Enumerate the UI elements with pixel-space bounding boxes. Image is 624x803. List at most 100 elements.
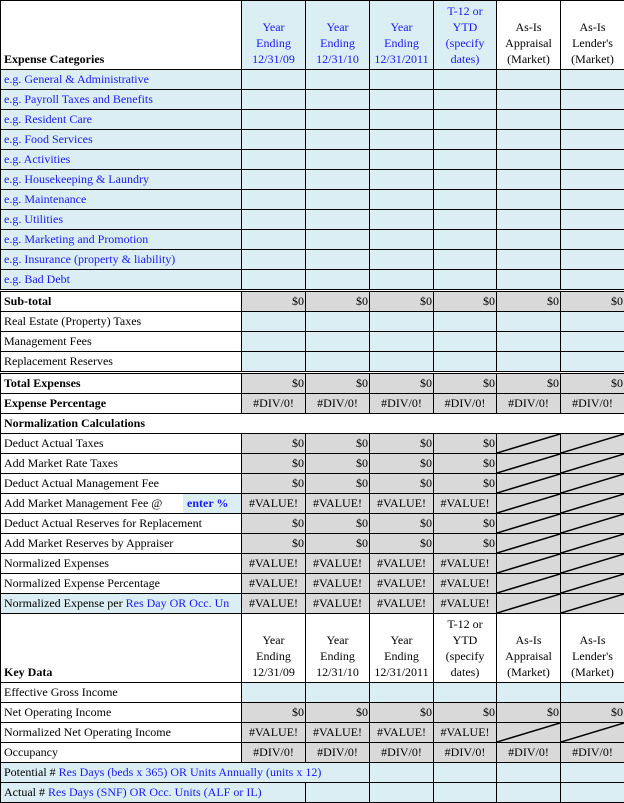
input-cell[interactable] [370, 683, 434, 703]
input-cell[interactable] [561, 763, 624, 783]
input-cell[interactable] [434, 250, 497, 270]
input-cell[interactable] [561, 110, 624, 130]
input-cell[interactable] [306, 70, 370, 90]
unit-type-text[interactable]: Res Days (beds x 365) OR Units Annually … [59, 765, 322, 779]
input-cell[interactable] [306, 683, 370, 703]
expense-label-input[interactable]: e.g. Bad Debt [1, 270, 242, 291]
input-cell[interactable] [434, 110, 497, 130]
expense-label-input[interactable]: e.g. Food Services [1, 130, 242, 150]
input-cell[interactable] [561, 150, 624, 170]
input-cell[interactable] [306, 110, 370, 130]
input-cell[interactable] [306, 90, 370, 110]
input-cell[interactable] [434, 332, 497, 352]
input-cell[interactable] [561, 170, 624, 190]
input-cell[interactable] [242, 230, 306, 250]
input-cell[interactable] [306, 783, 370, 803]
input-cell[interactable] [306, 170, 370, 190]
input-cell[interactable] [497, 70, 561, 90]
input-cell[interactable] [370, 763, 434, 783]
input-cell[interactable] [370, 90, 434, 110]
expense-label-input[interactable]: e.g. Marketing and Promotion [1, 230, 242, 250]
input-cell[interactable] [434, 683, 497, 703]
input-cell[interactable] [497, 250, 561, 270]
input-cell[interactable] [561, 190, 624, 210]
input-cell[interactable] [497, 230, 561, 250]
input-cell[interactable] [370, 130, 434, 150]
input-cell[interactable] [561, 250, 624, 270]
input-cell[interactable] [370, 250, 434, 270]
input-cell[interactable] [561, 683, 624, 703]
input-cell[interactable] [370, 70, 434, 90]
input-cell[interactable] [242, 270, 306, 291]
enter-percent-input[interactable]: enter % [183, 494, 241, 513]
input-cell[interactable] [242, 683, 306, 703]
input-cell[interactable] [497, 90, 561, 110]
input-cell[interactable] [242, 170, 306, 190]
input-cell[interactable] [242, 332, 306, 352]
input-cell[interactable] [306, 352, 370, 373]
input-cell[interactable] [497, 270, 561, 291]
input-cell[interactable] [561, 312, 624, 332]
input-cell[interactable] [497, 110, 561, 130]
input-cell[interactable] [434, 170, 497, 190]
input-cell[interactable] [242, 312, 306, 332]
input-cell[interactable] [242, 250, 306, 270]
expense-label-input[interactable]: e.g. Resident Care [1, 110, 242, 130]
input-cell[interactable] [561, 130, 624, 150]
input-cell[interactable] [434, 90, 497, 110]
input-cell[interactable] [370, 190, 434, 210]
input-cell[interactable] [561, 332, 624, 352]
input-cell[interactable] [370, 230, 434, 250]
input-cell[interactable] [497, 210, 561, 230]
input-cell[interactable] [306, 250, 370, 270]
input-cell[interactable] [242, 70, 306, 90]
unit-type-text[interactable]: Res Day OR Occ. Un [126, 596, 230, 610]
input-cell[interactable] [497, 332, 561, 352]
input-cell[interactable] [242, 130, 306, 150]
input-cell[interactable] [434, 312, 497, 332]
expense-label-input[interactable]: e.g. Insurance (property & liability) [1, 250, 242, 270]
input-cell[interactable] [306, 312, 370, 332]
input-cell[interactable] [561, 783, 624, 803]
input-cell[interactable] [242, 150, 306, 170]
input-cell[interactable] [497, 170, 561, 190]
input-cell[interactable] [242, 90, 306, 110]
input-cell[interactable] [434, 130, 497, 150]
input-cell[interactable] [370, 332, 434, 352]
input-cell[interactable] [370, 783, 434, 803]
input-cell[interactable] [561, 352, 624, 373]
input-cell[interactable] [306, 210, 370, 230]
input-cell[interactable] [306, 270, 370, 291]
input-cell[interactable] [561, 270, 624, 291]
input-cell[interactable] [370, 312, 434, 332]
input-cell[interactable] [497, 683, 561, 703]
input-cell[interactable] [561, 210, 624, 230]
input-cell[interactable] [370, 210, 434, 230]
unit-type-text[interactable]: Res Days (SNF) OR Occ. Units (ALF or IL) [48, 785, 262, 799]
input-cell[interactable] [497, 150, 561, 170]
input-cell[interactable] [434, 190, 497, 210]
input-cell[interactable] [434, 210, 497, 230]
input-cell[interactable] [561, 90, 624, 110]
input-cell[interactable] [497, 763, 561, 783]
input-cell[interactable] [306, 190, 370, 210]
input-cell[interactable] [370, 170, 434, 190]
input-cell[interactable] [370, 270, 434, 291]
input-cell[interactable] [242, 110, 306, 130]
input-cell[interactable] [497, 352, 561, 373]
input-cell[interactable] [306, 150, 370, 170]
input-cell[interactable] [434, 352, 497, 373]
input-cell[interactable] [306, 230, 370, 250]
input-cell[interactable] [497, 312, 561, 332]
input-cell[interactable] [434, 230, 497, 250]
expense-label-input[interactable]: e.g. Utilities [1, 210, 242, 230]
input-cell[interactable] [561, 70, 624, 90]
input-cell[interactable] [242, 352, 306, 373]
input-cell[interactable] [370, 150, 434, 170]
input-cell[interactable] [434, 270, 497, 291]
input-cell[interactable] [497, 783, 561, 803]
expense-label-input[interactable]: e.g. Housekeeping & Laundry [1, 170, 242, 190]
input-cell[interactable] [242, 210, 306, 230]
input-cell[interactable] [242, 190, 306, 210]
input-cell[interactable] [434, 70, 497, 90]
